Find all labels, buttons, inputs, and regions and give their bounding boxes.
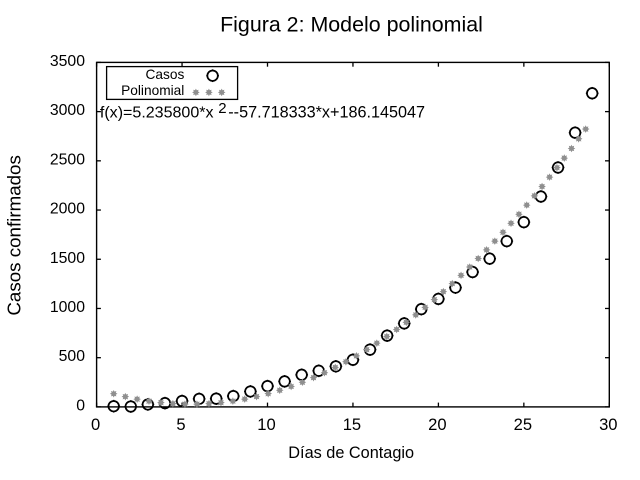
svg-text:3500: 3500 <box>50 53 85 70</box>
svg-text:2000: 2000 <box>50 201 85 218</box>
svg-text:500: 500 <box>59 348 86 365</box>
svg-text:2: 2 <box>218 100 226 117</box>
svg-text:Polinomial: Polinomial <box>121 83 184 98</box>
svg-text:15: 15 <box>343 415 361 434</box>
svg-text:1500: 1500 <box>50 250 85 267</box>
svg-text:1000: 1000 <box>50 299 85 316</box>
svg-text:Casos confirmados: Casos confirmados <box>4 155 25 315</box>
svg-text:--57.718333*x+186.145047: --57.718333*x+186.145047 <box>228 103 425 121</box>
svg-text:30: 30 <box>599 415 617 434</box>
svg-text:0: 0 <box>76 397 85 414</box>
svg-text:f(x)=5.235800*x: f(x)=5.235800*x <box>100 103 214 121</box>
svg-text:Figura 2: Modelo polinomial: Figura 2: Modelo polinomial <box>220 13 483 37</box>
svg-text:25: 25 <box>514 415 532 434</box>
svg-text:3000: 3000 <box>50 102 85 119</box>
svg-text:0: 0 <box>91 415 100 434</box>
svg-text:20: 20 <box>428 415 446 434</box>
svg-text:10: 10 <box>257 415 275 434</box>
svg-text:2500: 2500 <box>50 151 85 168</box>
svg-text:Días de Contagio: Días de Contagio <box>288 444 414 462</box>
svg-text:Casos: Casos <box>146 67 185 82</box>
svg-text:5: 5 <box>176 415 185 434</box>
